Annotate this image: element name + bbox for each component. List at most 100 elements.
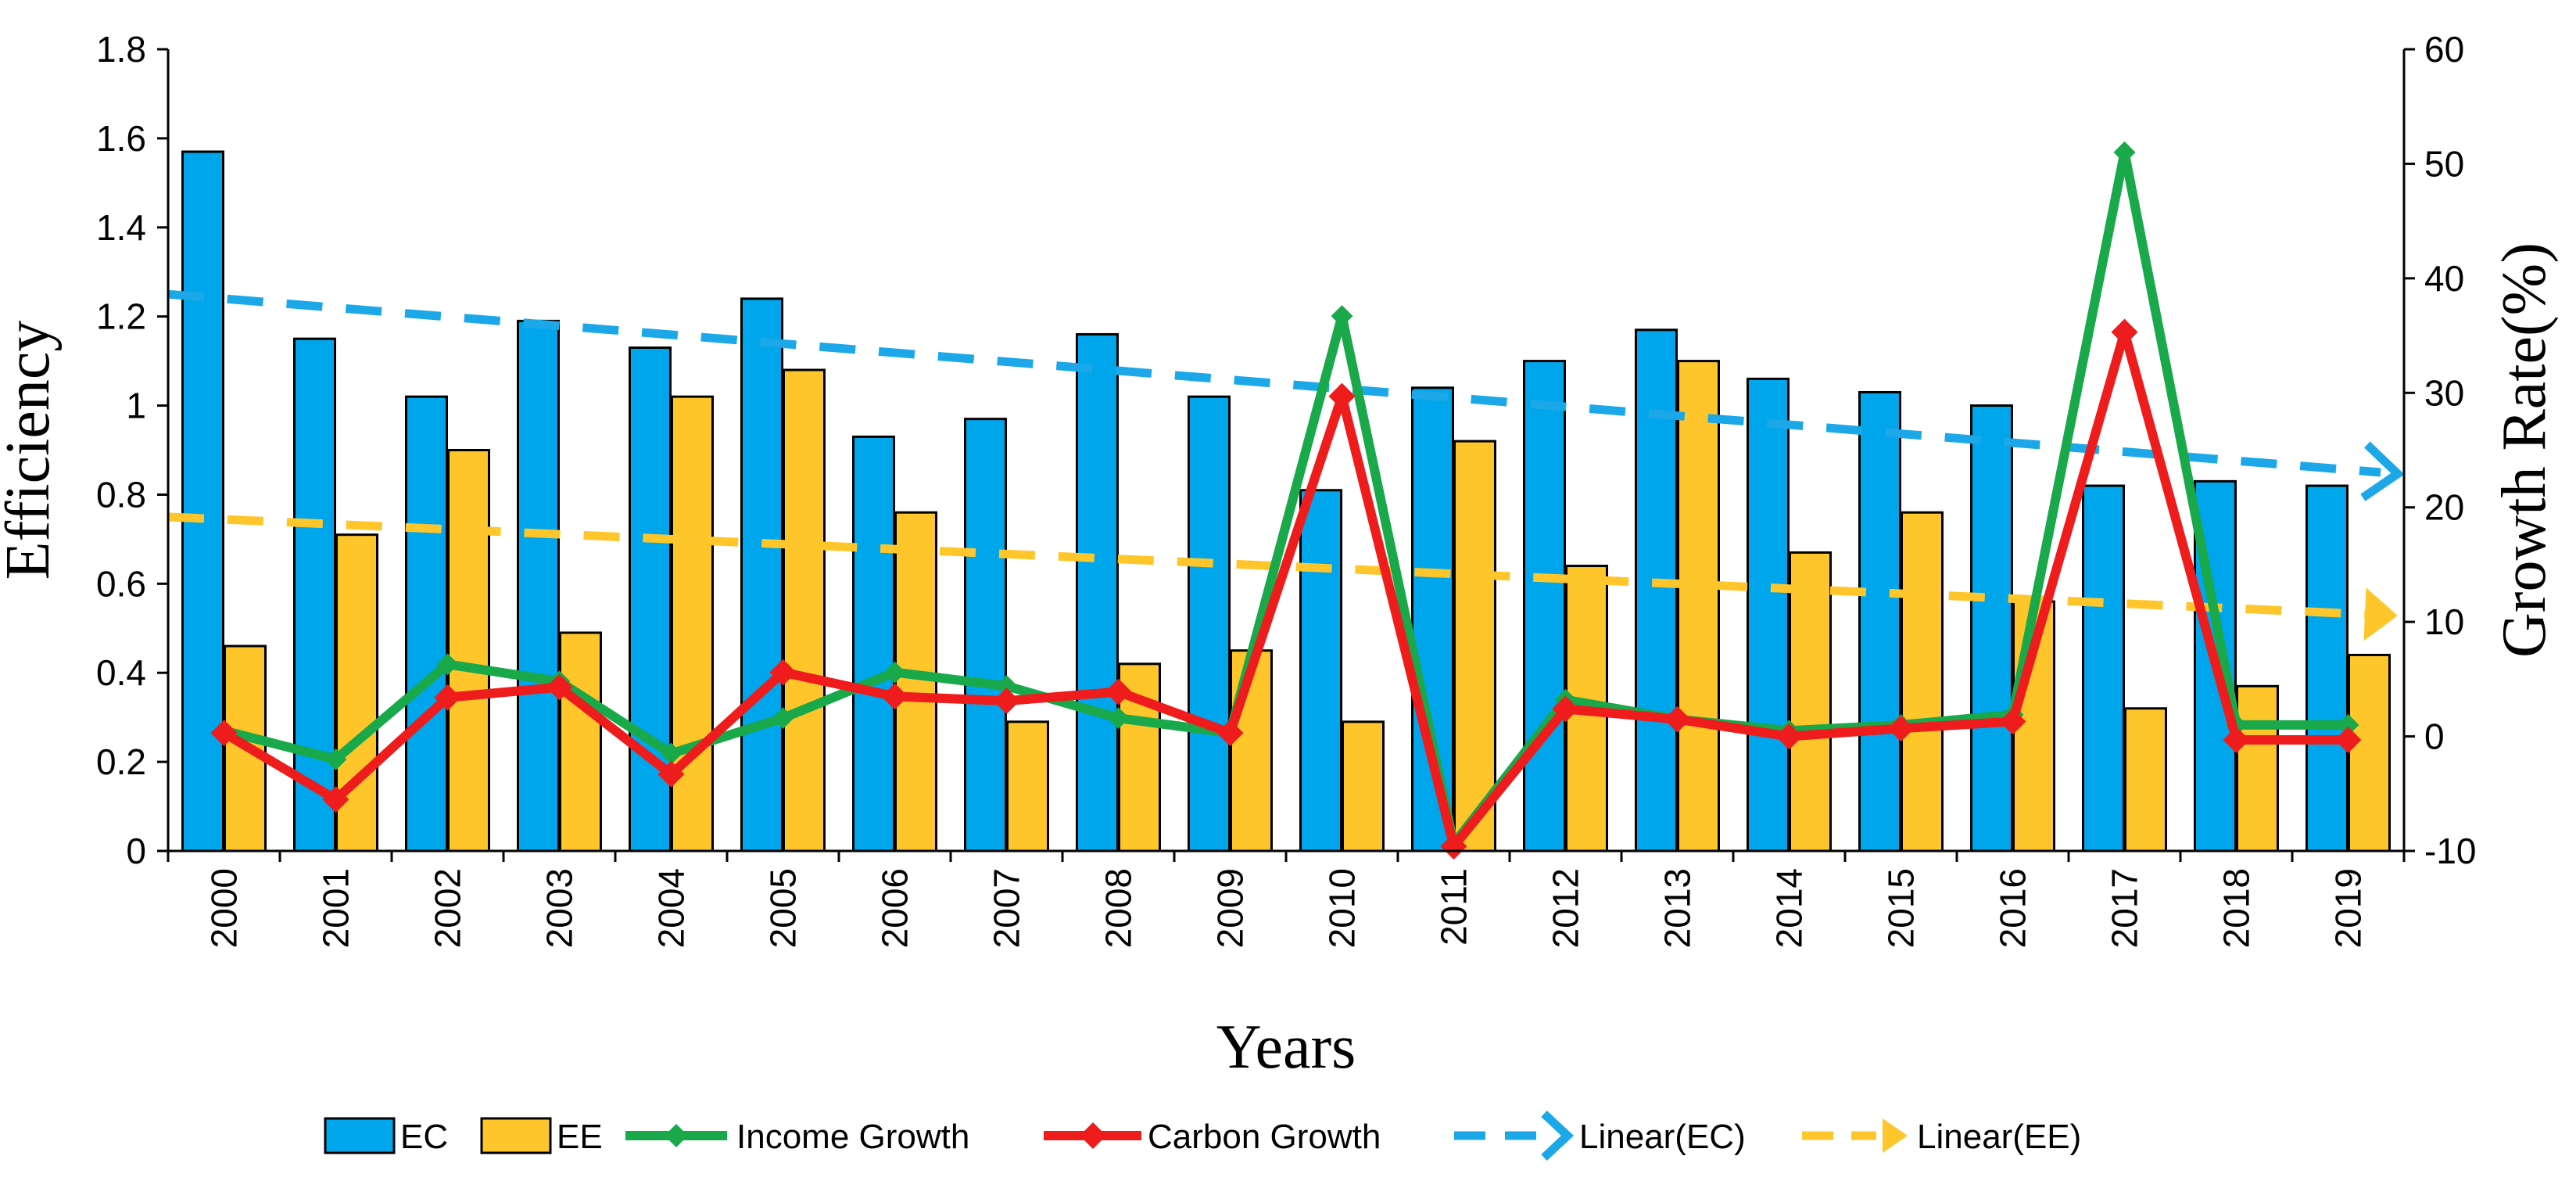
x-tick-label: 2011 xyxy=(1434,868,1474,946)
marker-income-growth-2006 xyxy=(883,661,906,684)
legend-arrow-linear-ee xyxy=(1883,1118,1908,1153)
marker-carbon-growth-2019 xyxy=(2334,726,2362,753)
y-tick-label: 0.8 xyxy=(96,474,146,515)
bar-ee-2002 xyxy=(447,449,490,853)
marker-carbon-growth-2004 xyxy=(657,760,685,788)
bar-ec-2013 xyxy=(1635,328,1678,853)
marker-carbon-growth-2002 xyxy=(434,684,461,711)
marker-carbon-growth-2000 xyxy=(210,720,238,747)
legend-label: EC xyxy=(400,1118,448,1156)
x-tick-label: 2002 xyxy=(428,868,468,948)
x-tick-label: 2019 xyxy=(2328,868,2369,948)
trendline-1 xyxy=(167,512,2381,619)
y2-tick-label: 10 xyxy=(2424,601,2464,642)
bar-ec-2016 xyxy=(1970,404,2013,853)
y-axis-title: Efficiency xyxy=(0,321,63,580)
bar-ec-2019 xyxy=(2306,484,2348,853)
marker-carbon-growth-2009 xyxy=(1216,720,1244,747)
bar-ee-2005 xyxy=(783,368,826,853)
bar-ee-2006 xyxy=(894,511,937,853)
bar-ec-2008 xyxy=(1076,332,1119,853)
x-tick-label: 2007 xyxy=(987,868,1027,948)
marker-income-growth-2001 xyxy=(324,748,347,770)
x-tick-label: 2016 xyxy=(1993,868,2033,948)
legend-label: Linear(EE) xyxy=(1917,1118,2081,1156)
bar-ec-2007 xyxy=(964,418,1007,853)
bar-ee-2011 xyxy=(1453,440,1496,853)
marker-income-growth-2004 xyxy=(660,742,683,765)
marker-carbon-growth-2005 xyxy=(769,659,797,686)
bar-ec-2017 xyxy=(2082,484,2125,853)
marker-income-growth-2010 xyxy=(1331,305,1353,328)
y-tick-label: 0.2 xyxy=(96,741,146,782)
marker-income-growth-2005 xyxy=(772,707,794,730)
legend-label: EE xyxy=(557,1118,603,1156)
x-tick-label: 2001 xyxy=(316,868,356,948)
x-axis-title: Years xyxy=(1216,1013,1356,1082)
x-tick-label: 2000 xyxy=(204,868,245,948)
x-tick-label: 2017 xyxy=(2105,868,2145,948)
marker-carbon-growth-2010 xyxy=(1328,382,1356,410)
y2-tick-label: 60 xyxy=(2424,29,2464,70)
marker-carbon-growth-2015 xyxy=(1887,715,1915,742)
marker-income-growth-2008 xyxy=(1107,707,1130,730)
bar-ec-2005 xyxy=(740,297,783,853)
bar-ee-2017 xyxy=(2124,707,2167,853)
bar-ee-2004 xyxy=(671,395,714,853)
bar-ec-2003 xyxy=(517,319,560,853)
x-tick-label: 2004 xyxy=(651,868,692,948)
x-tick-label: 2006 xyxy=(875,868,915,948)
bar-ec-2001 xyxy=(293,337,336,853)
legend: EC EE Income Growth Carbon Growth Linear(EC)… xyxy=(324,1110,2081,1161)
bar-ee-2007 xyxy=(1006,720,1049,853)
trendline-0 xyxy=(167,289,2381,477)
bar-ec-2002 xyxy=(405,395,448,853)
y-tick-label: 0.6 xyxy=(96,563,146,604)
marker-carbon-growth-2016 xyxy=(1999,708,2026,735)
x-tick-label: 2005 xyxy=(763,868,804,948)
marker-carbon-growth-2006 xyxy=(881,683,908,710)
bar-ec-2000 xyxy=(181,150,224,853)
marker-carbon-growth-2014 xyxy=(1775,723,1803,750)
bar-ee-2014 xyxy=(1789,551,1832,853)
y2-tick-label: -10 xyxy=(2424,831,2476,871)
legend-swatch-ee xyxy=(480,1117,552,1154)
x-tick-label: 2012 xyxy=(1546,868,1586,948)
x-tick-label: 2010 xyxy=(1322,868,1363,948)
marker-income-growth-2019 xyxy=(2337,713,2359,736)
marker-carbon-growth-2012 xyxy=(1552,695,1579,723)
marker-carbon-growth-2008 xyxy=(1105,678,1132,705)
line-carbon-growth xyxy=(221,327,2348,852)
y2-tick-label: 0 xyxy=(2424,716,2445,757)
y2-tick-label: 20 xyxy=(2424,487,2464,528)
trendline-arrow-1 xyxy=(2363,587,2398,641)
y2-tick-label: 40 xyxy=(2424,258,2464,299)
y-tick-label: 1 xyxy=(126,386,146,426)
legend-swatch-ec xyxy=(324,1117,396,1154)
bar-ee-2019 xyxy=(2348,653,2391,853)
bar-ec-2010 xyxy=(1299,489,1342,853)
x-tick-label: 2015 xyxy=(1881,868,1922,948)
marker-carbon-growth-2018 xyxy=(2223,726,2250,753)
y-tick-label: 1.2 xyxy=(96,296,146,337)
bar-ee-2010 xyxy=(1342,720,1385,853)
x-tick-label: 2008 xyxy=(1098,868,1139,948)
x-tick-label: 2013 xyxy=(1657,868,1698,948)
bar-ec-2009 xyxy=(1188,395,1231,853)
x-tick-label: 2009 xyxy=(1210,868,1251,948)
bar-ec-2015 xyxy=(1858,390,1901,853)
y-tick-label: 0.4 xyxy=(96,652,146,693)
x-tick-label: 2014 xyxy=(1769,868,1810,948)
bar-ee-2018 xyxy=(2236,684,2279,853)
legend-label: Carbon Growth xyxy=(1148,1118,1381,1156)
marker-income-growth-2017 xyxy=(2113,141,2136,163)
marker-income-growth-2007 xyxy=(995,675,1018,698)
y-tick-label: 1.4 xyxy=(96,207,146,248)
bar-ee-2015 xyxy=(1901,511,1944,853)
legend-marker-carbon-growth xyxy=(1080,1122,1106,1149)
marker-income-growth-2002 xyxy=(436,653,459,676)
legend-arrow-linear-ec xyxy=(1541,1110,1575,1161)
marker-carbon-growth-2007 xyxy=(993,687,1020,715)
y-tick-label: 1.6 xyxy=(96,118,146,159)
